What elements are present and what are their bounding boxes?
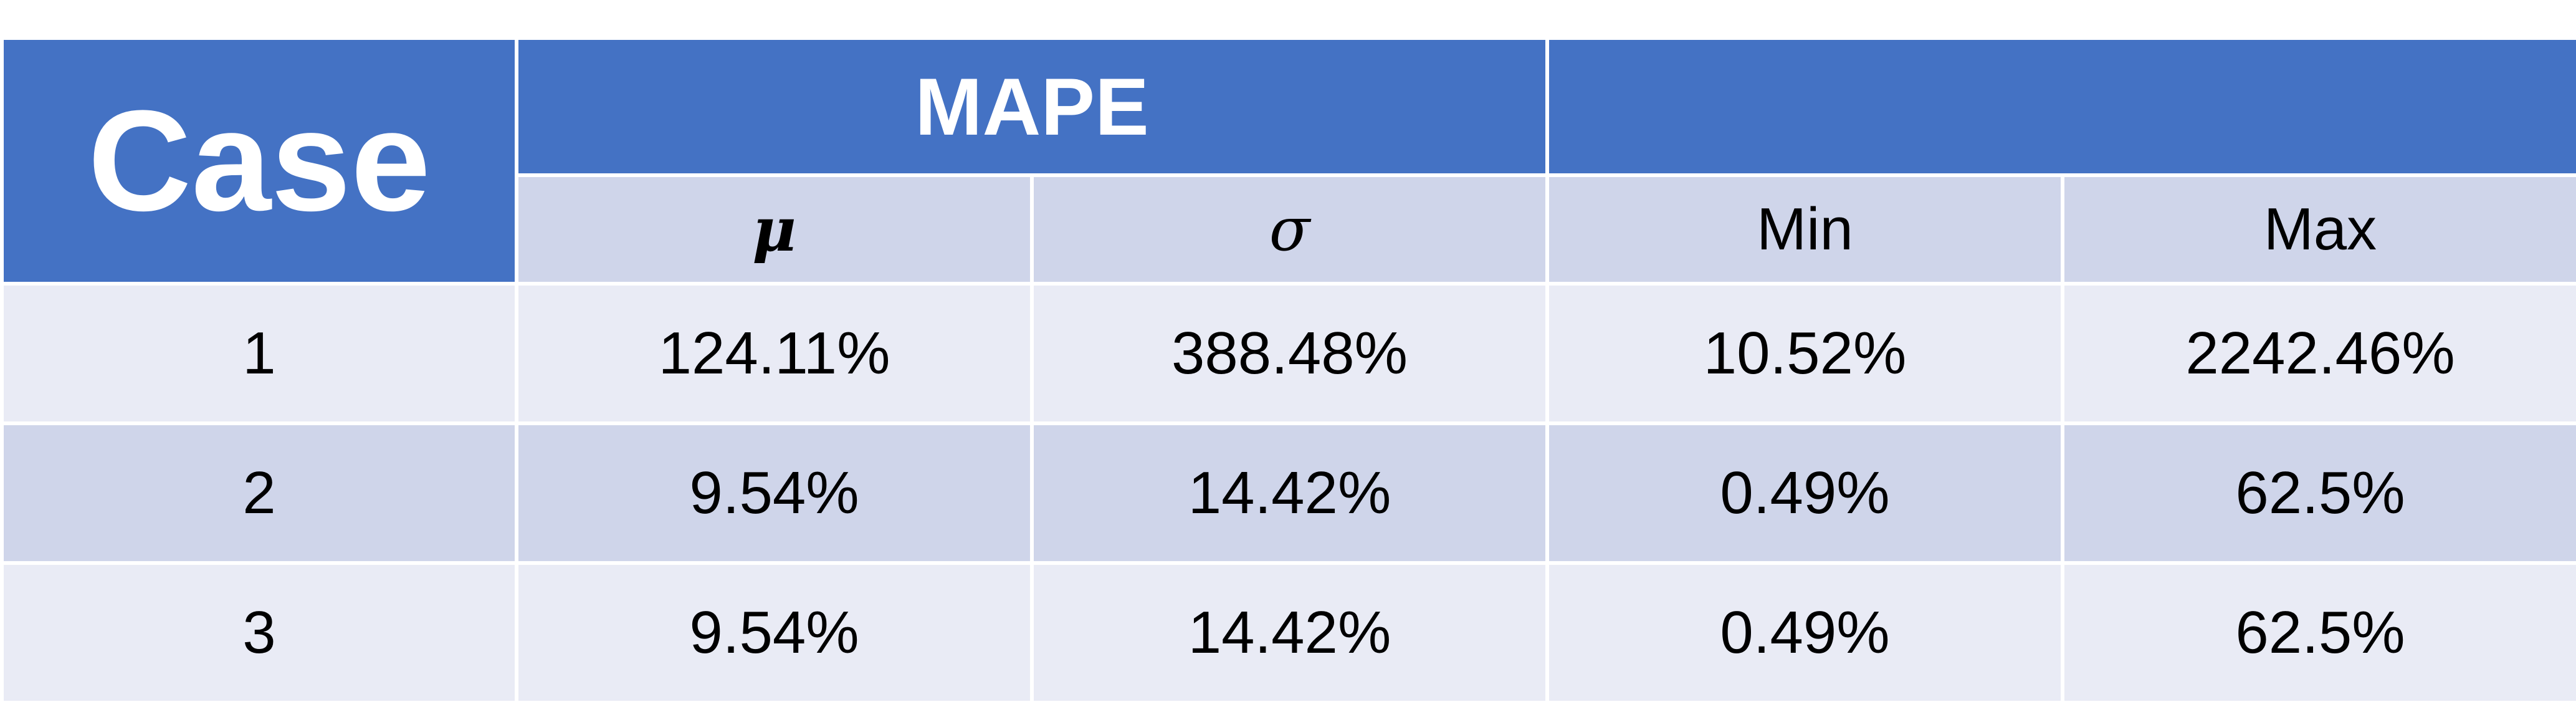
column-header-sigma: σ — [1030, 173, 1549, 286]
max-cell: 62.5% — [2061, 561, 2576, 705]
column-header-max: Max — [2061, 173, 2576, 286]
empty-group-header — [1545, 36, 2576, 177]
header-row-top: Case MAPE — [0, 36, 2576, 286]
case-cell: 3 — [0, 561, 518, 705]
header-row-sub: μ σ Min Max — [2, 173, 2576, 286]
mape-table: Case MAPE μ σ Min Max 1 124.11% 388.48% … — [0, 36, 2576, 705]
sigma-cell: 14.42% — [1030, 421, 1549, 565]
case-header: Case — [0, 36, 518, 286]
case-cell: 2 — [0, 421, 518, 565]
max-cell: 2242.46% — [2061, 282, 2576, 425]
min-cell: 10.52% — [1545, 282, 2064, 425]
mu-cell: 9.54% — [515, 561, 1034, 705]
sigma-cell: 14.42% — [1030, 561, 1549, 705]
table-row: 2 9.54% 14.42% 0.49% 62.5% — [0, 421, 2576, 565]
case-cell: 1 — [0, 282, 518, 425]
mape-group-header: MAPE — [515, 36, 1549, 177]
min-cell: 0.49% — [1545, 561, 2064, 705]
table-row: 3 9.54% 14.42% 0.49% 62.5% — [0, 561, 2576, 705]
sigma-cell: 388.48% — [1030, 282, 1549, 425]
mu-cell: 9.54% — [515, 421, 1034, 565]
table-row: 1 124.11% 388.48% 10.52% 2242.46% — [0, 282, 2576, 425]
mu-cell: 124.11% — [515, 282, 1034, 425]
column-header-mu: μ — [515, 173, 1034, 286]
min-cell: 0.49% — [1545, 421, 2064, 565]
column-header-min: Min — [1545, 173, 2064, 286]
max-cell: 62.5% — [2061, 421, 2576, 565]
